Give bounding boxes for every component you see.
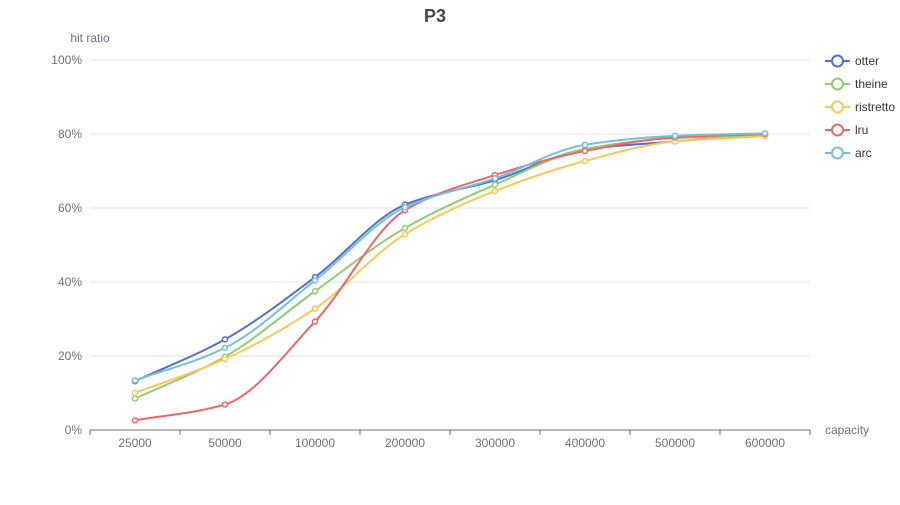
x-tick-label: 600000 bbox=[745, 436, 785, 450]
x-tick-label: 200000 bbox=[385, 436, 425, 450]
x-tick-label: 100000 bbox=[295, 436, 335, 450]
legend-label: lru bbox=[855, 123, 868, 137]
data-point-otter[interactable] bbox=[221, 336, 229, 343]
legend-item-theine[interactable]: theine bbox=[825, 77, 888, 91]
legend-label: arc bbox=[855, 146, 872, 160]
x-tick-label: 500000 bbox=[655, 436, 695, 450]
data-point-theine[interactable] bbox=[131, 395, 139, 402]
x-tick-label: 400000 bbox=[565, 436, 605, 450]
data-point-arc[interactable] bbox=[671, 132, 679, 140]
grid bbox=[90, 59, 810, 357]
chart-title: P3 bbox=[424, 6, 446, 26]
data-point-lru[interactable] bbox=[311, 318, 319, 325]
data-point-ristretto[interactable] bbox=[131, 389, 139, 397]
x-axis-name: capacity bbox=[825, 423, 869, 437]
legend-item-arc[interactable]: arc bbox=[825, 146, 872, 160]
data-point-ristretto[interactable] bbox=[581, 157, 589, 165]
data-point-arc[interactable] bbox=[311, 277, 319, 284]
data-point-ristretto[interactable] bbox=[311, 305, 319, 312]
data-point-arc[interactable] bbox=[131, 377, 139, 384]
y-tick-label: 0% bbox=[65, 423, 83, 437]
y-tick-label: 100% bbox=[51, 53, 82, 67]
y-tick-label: 20% bbox=[58, 349, 82, 363]
data-point-ristretto[interactable] bbox=[491, 187, 499, 195]
legend-marker bbox=[831, 77, 844, 91]
data-point-arc[interactable] bbox=[761, 130, 769, 137]
series-arc bbox=[131, 130, 769, 384]
legend-marker bbox=[831, 100, 844, 114]
data-point-theine[interactable] bbox=[311, 288, 319, 295]
data-point-arc[interactable] bbox=[401, 204, 409, 211]
data-point-ristretto[interactable] bbox=[401, 231, 409, 238]
series-lru bbox=[131, 130, 769, 424]
y-axis-name: hit ratio bbox=[70, 31, 110, 45]
legend-label: otter bbox=[855, 54, 879, 68]
legend-item-ristretto[interactable]: ristretto bbox=[825, 100, 895, 114]
legend-marker bbox=[831, 146, 844, 160]
data-point-arc[interactable] bbox=[581, 141, 589, 148]
legend-label: ristretto bbox=[855, 100, 895, 114]
data-point-lru[interactable] bbox=[221, 401, 229, 408]
data-point-ristretto[interactable] bbox=[221, 355, 229, 363]
series-line-ristretto bbox=[134, 135, 766, 394]
y-tick-label: 60% bbox=[58, 201, 82, 215]
data-point-theine[interactable] bbox=[401, 224, 409, 232]
data-point-lru[interactable] bbox=[131, 417, 139, 424]
data-point-lru[interactable] bbox=[581, 147, 589, 155]
series-line-theine bbox=[134, 134, 766, 400]
legend-item-otter[interactable]: otter bbox=[825, 54, 879, 68]
legend-marker bbox=[831, 123, 844, 137]
legend-marker bbox=[831, 54, 844, 68]
legend[interactable]: otter theine ristretto lru arc bbox=[825, 54, 895, 160]
data-point-theine[interactable] bbox=[491, 181, 499, 188]
data-point-arc[interactable] bbox=[221, 344, 229, 352]
series-line-otter bbox=[134, 132, 766, 383]
y-tick-label: 80% bbox=[58, 127, 82, 141]
x-tick-label: 25000 bbox=[118, 436, 152, 450]
series-layer bbox=[131, 130, 769, 424]
axes: 0% 20% 40% 60% 80% 100% 25000 50000 100000 200000… bbox=[51, 53, 811, 450]
x-tick-label: 300000 bbox=[475, 436, 515, 450]
data-point-arc[interactable] bbox=[491, 175, 499, 182]
legend-label: theine bbox=[855, 77, 888, 91]
series-line-lru bbox=[134, 133, 766, 422]
x-tick-label: 50000 bbox=[208, 436, 242, 450]
series-line-arc bbox=[134, 132, 766, 382]
legend-item-lru[interactable]: lru bbox=[825, 123, 868, 137]
y-tick-label: 40% bbox=[58, 275, 82, 289]
series-theine bbox=[131, 132, 769, 402]
